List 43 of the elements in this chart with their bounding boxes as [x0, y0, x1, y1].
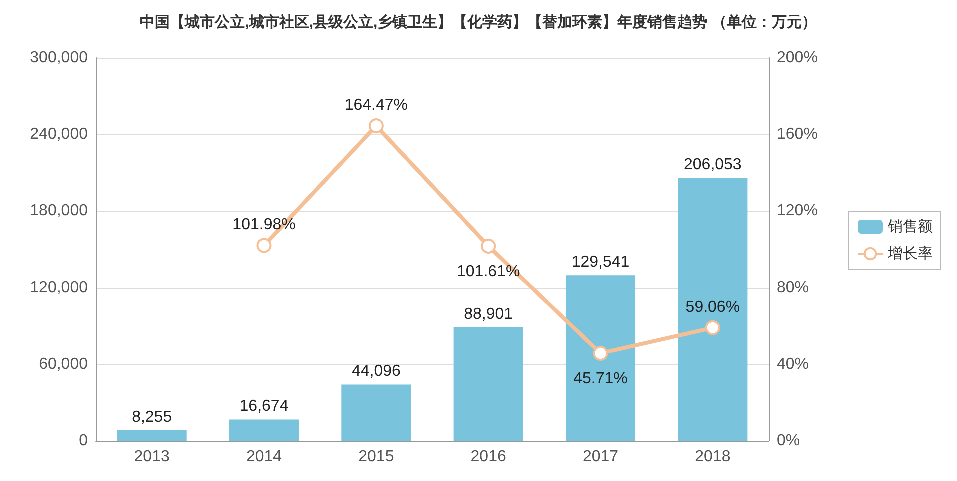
- y2-tick-label: 40%: [777, 356, 810, 373]
- y-tick-label: 120,000: [30, 279, 88, 296]
- data-label: 88,901: [464, 306, 514, 324]
- point: [368, 118, 384, 134]
- data-label: 44,096: [352, 363, 401, 380]
- bar: [566, 276, 636, 441]
- x-tick-label: 2014: [246, 448, 282, 466]
- y2-tick-label: 200%: [777, 50, 818, 66]
- data-label: 59.06%: [686, 298, 740, 316]
- y-tick-label: 300,000: [30, 50, 88, 66]
- y-tick-label: 240,000: [30, 126, 88, 144]
- data-label: 101.98%: [232, 216, 296, 234]
- x-tick-label: 2018: [695, 448, 731, 466]
- data-label: 8,255: [132, 408, 172, 426]
- point: [481, 238, 496, 254]
- data-label: 16,674: [240, 398, 289, 416]
- data-label: 206,053: [684, 156, 742, 174]
- y-tick-label: 180,000: [30, 202, 88, 220]
- point: [705, 320, 720, 336]
- bar: [342, 384, 412, 441]
- y-tick-label: 60,000: [39, 356, 88, 373]
- data-label: 164.47%: [344, 97, 408, 114]
- y2-tick-label: 120%: [777, 202, 818, 220]
- bar: [229, 420, 300, 441]
- legend-label: 增长率: [887, 246, 933, 262]
- data-label: 45.71%: [574, 370, 628, 388]
- x-tick-label: 2015: [358, 448, 394, 466]
- x-tick-label: 2013: [134, 448, 170, 466]
- point: [256, 238, 272, 254]
- y-tick-label: 0: [79, 432, 88, 450]
- bar: [454, 328, 524, 441]
- bar: [117, 430, 187, 441]
- bar: [678, 178, 748, 441]
- y2-tick-label: 80%: [777, 279, 810, 296]
- y2-tick-label: 0%: [777, 432, 800, 450]
- y2-tick-label: 160%: [777, 126, 818, 144]
- legend-label: 销售额: [887, 218, 933, 236]
- x-tick-label: 2017: [582, 448, 619, 466]
- x-tick-label: 2016: [470, 448, 506, 466]
- chart-title: 中国【城市公立,城市社区,县级公立,乡镇卫生】【化学药】【替加环素】年度销售趋势 （单位：万元）: [140, 13, 817, 31]
- data-label: 129,541: [572, 254, 630, 272]
- point: [593, 346, 608, 361]
- data-label: 101.61%: [456, 263, 520, 280]
